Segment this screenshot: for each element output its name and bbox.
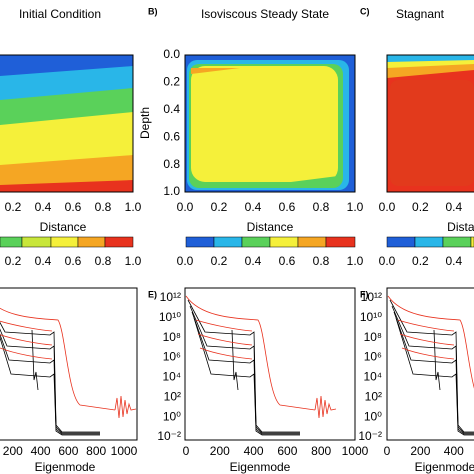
x-tick-label: 0.4 — [245, 200, 262, 214]
colorbar-tick-label: 0.4 — [445, 254, 462, 268]
y-tick-label: 10¹⁰ — [360, 310, 382, 324]
colorbar-tick-label: 0.2 — [5, 254, 22, 268]
y-tick-label: 10⁰ — [364, 409, 382, 423]
y-tick-label: 10¹⁰ — [159, 310, 181, 324]
colorbars — [0, 236, 474, 248]
x-tick-label: 800 — [311, 444, 331, 458]
x-axis-label: Eigenmode — [415, 460, 474, 474]
y-tick-label: 10⁻² — [358, 429, 382, 443]
x-tick-label: 0 — [183, 444, 190, 458]
colorbar-tick-label: 0.0 — [177, 254, 194, 268]
x-tick-label: 200 — [3, 444, 23, 458]
y-tick-label: 0.0 — [163, 47, 180, 61]
panel-label: B) — [148, 6, 158, 16]
contour-c — [387, 55, 474, 192]
y-tick-label: 10⁶ — [364, 350, 382, 364]
y-tick-label: 10⁸ — [364, 330, 382, 344]
y-tick-label: 0.8 — [163, 157, 180, 171]
spectra-d — [0, 295, 137, 436]
colorbar-tick-label: 1.0 — [125, 254, 142, 268]
y-tick-label: 10⁸ — [163, 330, 181, 344]
x-tick-label: 600 — [58, 444, 78, 458]
y-tick-label: 0.4 — [163, 102, 180, 116]
y-tick-label: 10⁴ — [363, 370, 382, 384]
x-tick-label: 800 — [86, 444, 106, 458]
y-tick-label: 1.0 — [163, 184, 180, 198]
panel-title: Stagnant — [396, 7, 445, 21]
x-tick-label: 200 — [410, 444, 430, 458]
x-tick-label: 1.0 — [125, 200, 142, 214]
frame — [0, 287, 138, 441]
colorbar-tick-label: 0.2 — [211, 254, 228, 268]
x-tick-label: 0.8 — [95, 200, 112, 214]
x-axis-label: Distance — [447, 220, 474, 234]
x-tick-label: 0.4 — [445, 200, 462, 214]
y-tick-label: 0.2 — [163, 75, 180, 89]
colorbar-tick-label: 0.8 — [95, 254, 112, 268]
x-tick-label: 0.4 — [35, 200, 52, 214]
x-tick-label: 1.0 — [347, 200, 364, 214]
y-tick-label: 10² — [365, 389, 382, 403]
y-tick-label: 10¹² — [361, 290, 382, 304]
x-tick-label: 0.6 — [65, 200, 82, 214]
y-tick-label: 0.6 — [163, 129, 180, 143]
x-tick-label: 1000 — [342, 444, 369, 458]
y-tick-label: 10¹² — [160, 290, 181, 304]
colorbar-tick-label: 0.6 — [279, 254, 296, 268]
y-tick-label: 10⁻² — [157, 429, 181, 443]
colorbar-tick-label: 0.8 — [313, 254, 330, 268]
colorbar-tick-label: 0.2 — [412, 254, 429, 268]
y-tick-label: 10² — [164, 389, 181, 403]
spectra-e — [185, 295, 337, 436]
colorbar-tick-label: 0.0 — [379, 254, 396, 268]
panel-label: C) — [360, 6, 370, 16]
x-axis-label: Distance — [247, 220, 294, 234]
x-tick-label: 0.2 — [211, 200, 228, 214]
x-tick-label: 400 — [31, 444, 51, 458]
x-tick-label: 400 — [444, 444, 464, 458]
panel-label: E) — [148, 289, 157, 299]
x-tick-label: 600 — [277, 444, 297, 458]
colorbar-tick-label: 0.4 — [245, 254, 262, 268]
panel-title: Initial Condition — [19, 7, 101, 21]
x-tick-label: 0.8 — [313, 200, 330, 214]
panel-label: F) — [360, 289, 369, 299]
x-tick-label: 0.0 — [379, 200, 396, 214]
x-tick-label: 0 — [384, 444, 391, 458]
y-axis-label: Depth — [138, 107, 152, 139]
x-tick-label: 0.2 — [5, 200, 22, 214]
y-tick-label: 10⁴ — [162, 370, 181, 384]
x-tick-label: 0.2 — [412, 200, 429, 214]
colorbar-tick-label: 0.6 — [65, 254, 82, 268]
colorbar-tick-label: 0.4 — [35, 254, 52, 268]
x-axis-label: Eigenmode — [35, 460, 96, 474]
contour-b — [185, 55, 355, 192]
x-tick-label: 1000 — [111, 444, 138, 458]
frame — [0, 54, 134, 193]
frame — [184, 287, 356, 441]
contour-a — [0, 55, 133, 192]
colorbar-tick-label: 1.0 — [347, 254, 364, 268]
x-tick-label: 0.6 — [279, 200, 296, 214]
y-tick-label: 10⁰ — [163, 409, 181, 423]
frame — [184, 54, 356, 193]
panel-title: Isoviscous Steady State — [201, 7, 329, 21]
frame — [386, 287, 474, 441]
x-tick-label: 400 — [244, 444, 264, 458]
x-tick-label: 0.0 — [177, 200, 194, 214]
x-axis-label: Eigenmode — [230, 460, 291, 474]
y-tick-label: 10⁶ — [163, 350, 181, 364]
x-axis-label: Distance — [40, 220, 87, 234]
frame — [386, 54, 474, 193]
spectra-f — [387, 295, 474, 436]
x-tick-label: 200 — [210, 444, 230, 458]
